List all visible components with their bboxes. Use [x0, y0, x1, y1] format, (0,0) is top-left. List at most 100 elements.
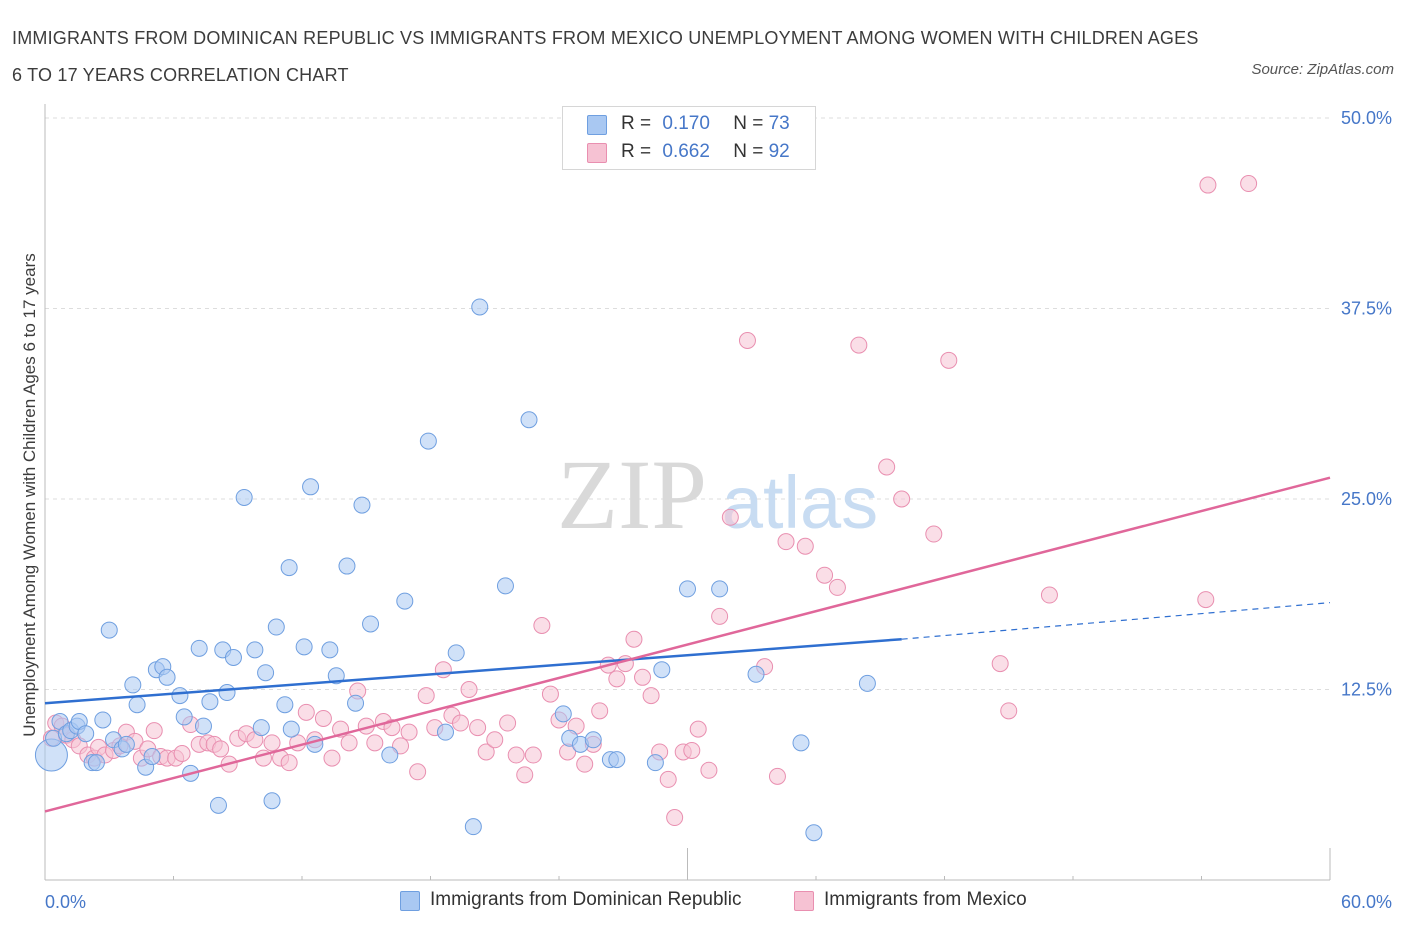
mexico-point	[541, 685, 559, 703]
dominican-republic-point	[175, 708, 193, 726]
mexico-point	[850, 336, 868, 354]
dominican-republic-point	[353, 496, 371, 514]
dominican-republic-point	[190, 639, 208, 657]
dominican-republic-point	[520, 411, 538, 429]
mexico-point	[340, 734, 358, 752]
dominican-republic-trend-extension	[901, 602, 1331, 640]
mexico-point	[212, 740, 230, 758]
dominican-republic-trend-line	[44, 637, 902, 705]
dominican-republic-point	[584, 731, 602, 749]
mexico-point	[145, 722, 163, 740]
mexico-point	[297, 703, 315, 721]
mexico-point	[893, 490, 911, 508]
mexico-point	[768, 767, 786, 785]
mexico-point	[796, 537, 814, 555]
watermark: ZIP atlas	[557, 439, 878, 550]
mexico-point	[642, 687, 660, 705]
mexico-point	[700, 761, 718, 779]
dominican-republic-point	[201, 693, 219, 711]
chart-title: IMMIGRANTS FROM DOMINICAN REPUBLIC VS IM…	[12, 28, 1199, 85]
legend-swatch-blue	[587, 115, 607, 135]
dominican-republic-point	[338, 557, 356, 575]
mexico-point	[721, 508, 739, 526]
mexico-point	[400, 723, 418, 741]
mexico-point	[280, 754, 298, 772]
mexico-point	[477, 743, 495, 761]
mexico-trend-line	[44, 476, 1331, 813]
legend-n-value: 92	[768, 141, 790, 162]
dominican-republic-point	[362, 615, 380, 633]
dominican-republic-point	[321, 641, 339, 659]
mexico-point	[533, 616, 551, 634]
mexico-point	[263, 734, 281, 752]
dominican-republic-point	[792, 734, 810, 752]
dominican-republic-point	[471, 298, 489, 316]
dominican-republic-point	[327, 667, 345, 685]
dominican-republic-point	[124, 676, 142, 694]
mexico-point	[940, 351, 958, 369]
mexico-point	[991, 655, 1009, 673]
dominican-republic-point	[94, 711, 112, 729]
dominican-republic-point	[419, 432, 437, 450]
dominican-republic-point	[447, 644, 465, 662]
dominican-republic-point	[805, 824, 823, 842]
mexico-point	[460, 681, 478, 698]
dominican-republic-point	[282, 720, 300, 738]
x-tick-label: 0.0%	[45, 892, 86, 912]
dominican-republic-point	[381, 746, 399, 764]
legend-n-value: 73	[768, 113, 790, 134]
mexico-point	[878, 458, 896, 476]
dominican-republic-point	[218, 684, 236, 702]
watermark-atlas-text: atlas	[722, 461, 878, 544]
mexico-point	[1240, 175, 1258, 193]
x-tick-label: 60.0%	[1341, 892, 1392, 912]
dominican-republic-point	[554, 705, 572, 723]
mexico-point	[683, 741, 701, 759]
dominican-republic-point	[143, 748, 161, 766]
dominican-republic-point	[653, 661, 671, 679]
mexico-point	[499, 714, 517, 732]
dominican-republic-point	[396, 592, 414, 610]
series-mexico-points	[42, 175, 1258, 827]
mexico-point	[634, 668, 652, 686]
mexico-point	[1000, 702, 1018, 720]
mexico-point	[524, 746, 542, 764]
dominican-republic-point	[194, 717, 212, 735]
trend-lines	[44, 476, 1331, 813]
mexico-point	[1040, 586, 1058, 604]
dominican-republic-point	[128, 696, 146, 714]
legend-r-label: R =	[621, 141, 652, 162]
mexico-point	[434, 661, 452, 679]
mexico-point	[666, 809, 684, 827]
dominican-republic-point	[496, 577, 514, 595]
legend-label: Immigrants from Mexico	[824, 889, 1027, 910]
mexico-point	[451, 714, 469, 732]
dominican-republic-point	[276, 696, 294, 714]
mexico-point	[516, 766, 534, 784]
dominican-republic-point	[747, 665, 765, 683]
dominican-republic-point	[257, 664, 275, 682]
series-legend: Immigrants from Dominican Republic Immig…	[0, 888, 1406, 918]
dominican-republic-point	[171, 687, 189, 705]
dominican-republic-point	[117, 735, 135, 753]
mexico-point	[711, 607, 729, 625]
dominican-republic-point	[209, 796, 227, 814]
legend-r-value: 0.662	[662, 141, 710, 162]
tick-labels: 12.5% 25.0% 37.5% 50.0% 0.0% 60.0%	[45, 108, 1392, 912]
dominican-republic-point	[711, 580, 729, 598]
dominican-republic-point	[464, 818, 482, 836]
legend-swatch-pink	[794, 891, 814, 911]
dominican-republic-point	[436, 723, 454, 741]
mexico-point	[507, 746, 525, 764]
legend-swatch-pink	[587, 143, 607, 163]
legend-r-label: R =	[621, 113, 652, 134]
dominican-republic-point	[347, 694, 365, 712]
dominican-republic-point	[608, 751, 626, 769]
dominican-republic-point	[263, 792, 281, 810]
mexico-point	[417, 687, 435, 705]
source-label: Source: ZipAtlas.com	[1251, 61, 1394, 78]
dominican-republic-point	[858, 674, 876, 692]
y-tick-label: 12.5%	[1341, 680, 1392, 700]
dominican-republic-point	[246, 641, 264, 659]
dominican-republic-point	[252, 719, 270, 737]
